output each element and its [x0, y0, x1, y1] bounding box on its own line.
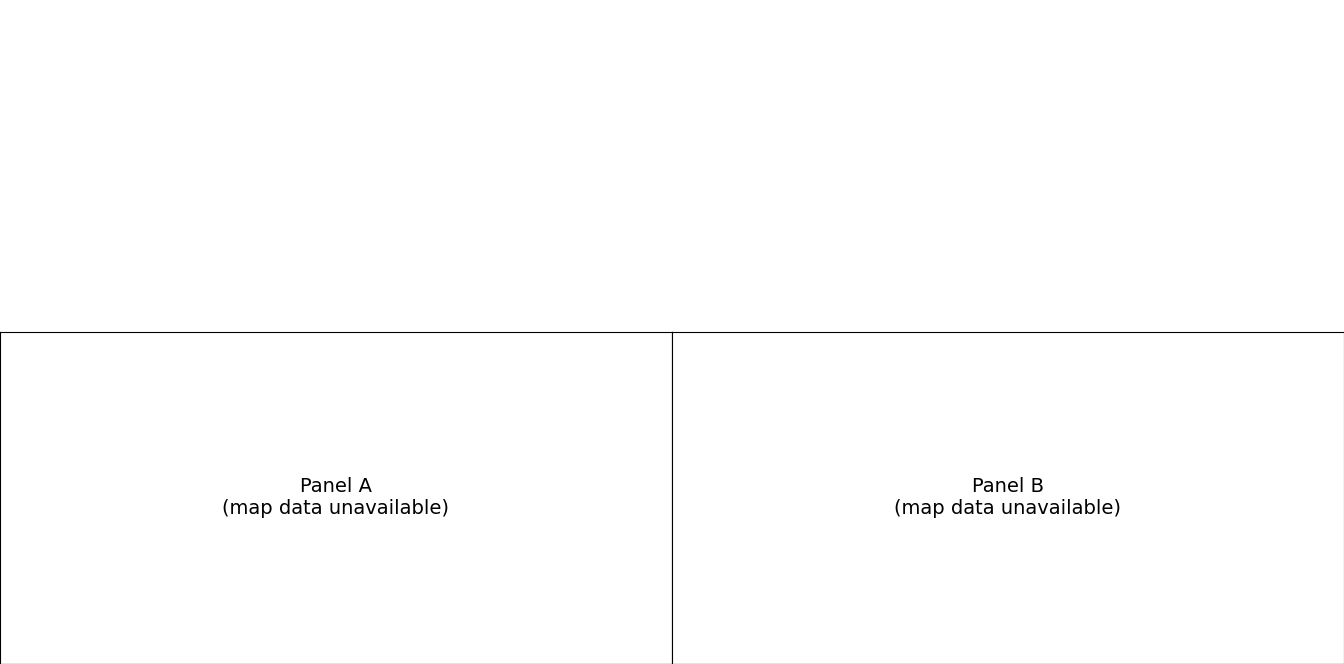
- Text: Panel A
(map data unavailable): Panel A (map data unavailable): [223, 477, 449, 519]
- Text: Panel B
(map data unavailable): Panel B (map data unavailable): [895, 477, 1121, 519]
